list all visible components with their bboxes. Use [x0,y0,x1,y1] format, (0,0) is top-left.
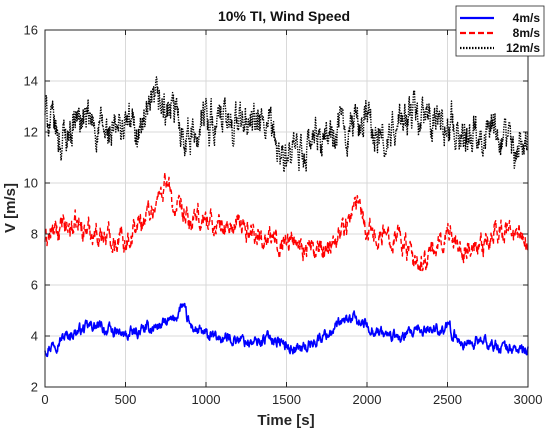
x-tick-label: 2000 [353,392,382,407]
legend-label: 8m/s [513,26,541,40]
series-line-2 [44,76,529,173]
y-tick-label: 10 [24,176,38,191]
y-axis-label: V [m/s] [2,183,19,233]
y-tick-label: 12 [24,125,38,140]
x-tick-label: 1500 [272,392,301,407]
y-tick-label: 14 [24,74,38,89]
series-line-1 [44,171,529,273]
x-tick-label: 3000 [514,392,543,407]
y-tick-label: 6 [31,278,38,293]
x-tick-label: 500 [115,392,137,407]
x-tick-label: 2500 [433,392,462,407]
x-tick-label: 0 [41,392,48,407]
y-tick-label: 16 [24,23,38,38]
x-axis-label: Time [s] [257,412,314,429]
legend-label: 12m/s [506,41,540,55]
axis-ticks: 0 500 1000 1500 2000 2500 3000 2 4 6 8 10 12 14 16 [24,23,543,408]
y-tick-label: 4 [31,329,38,344]
series-line-0 [44,302,529,358]
y-tick-label: 2 [31,380,38,395]
chart-title: 10% TI, Wind Speed [218,8,350,24]
x-tick-label: 1000 [192,392,221,407]
series-layer [44,76,529,358]
legend-box [455,5,545,57]
legend-label: 4m/s [513,11,541,25]
y-tick-label: 8 [31,227,38,242]
